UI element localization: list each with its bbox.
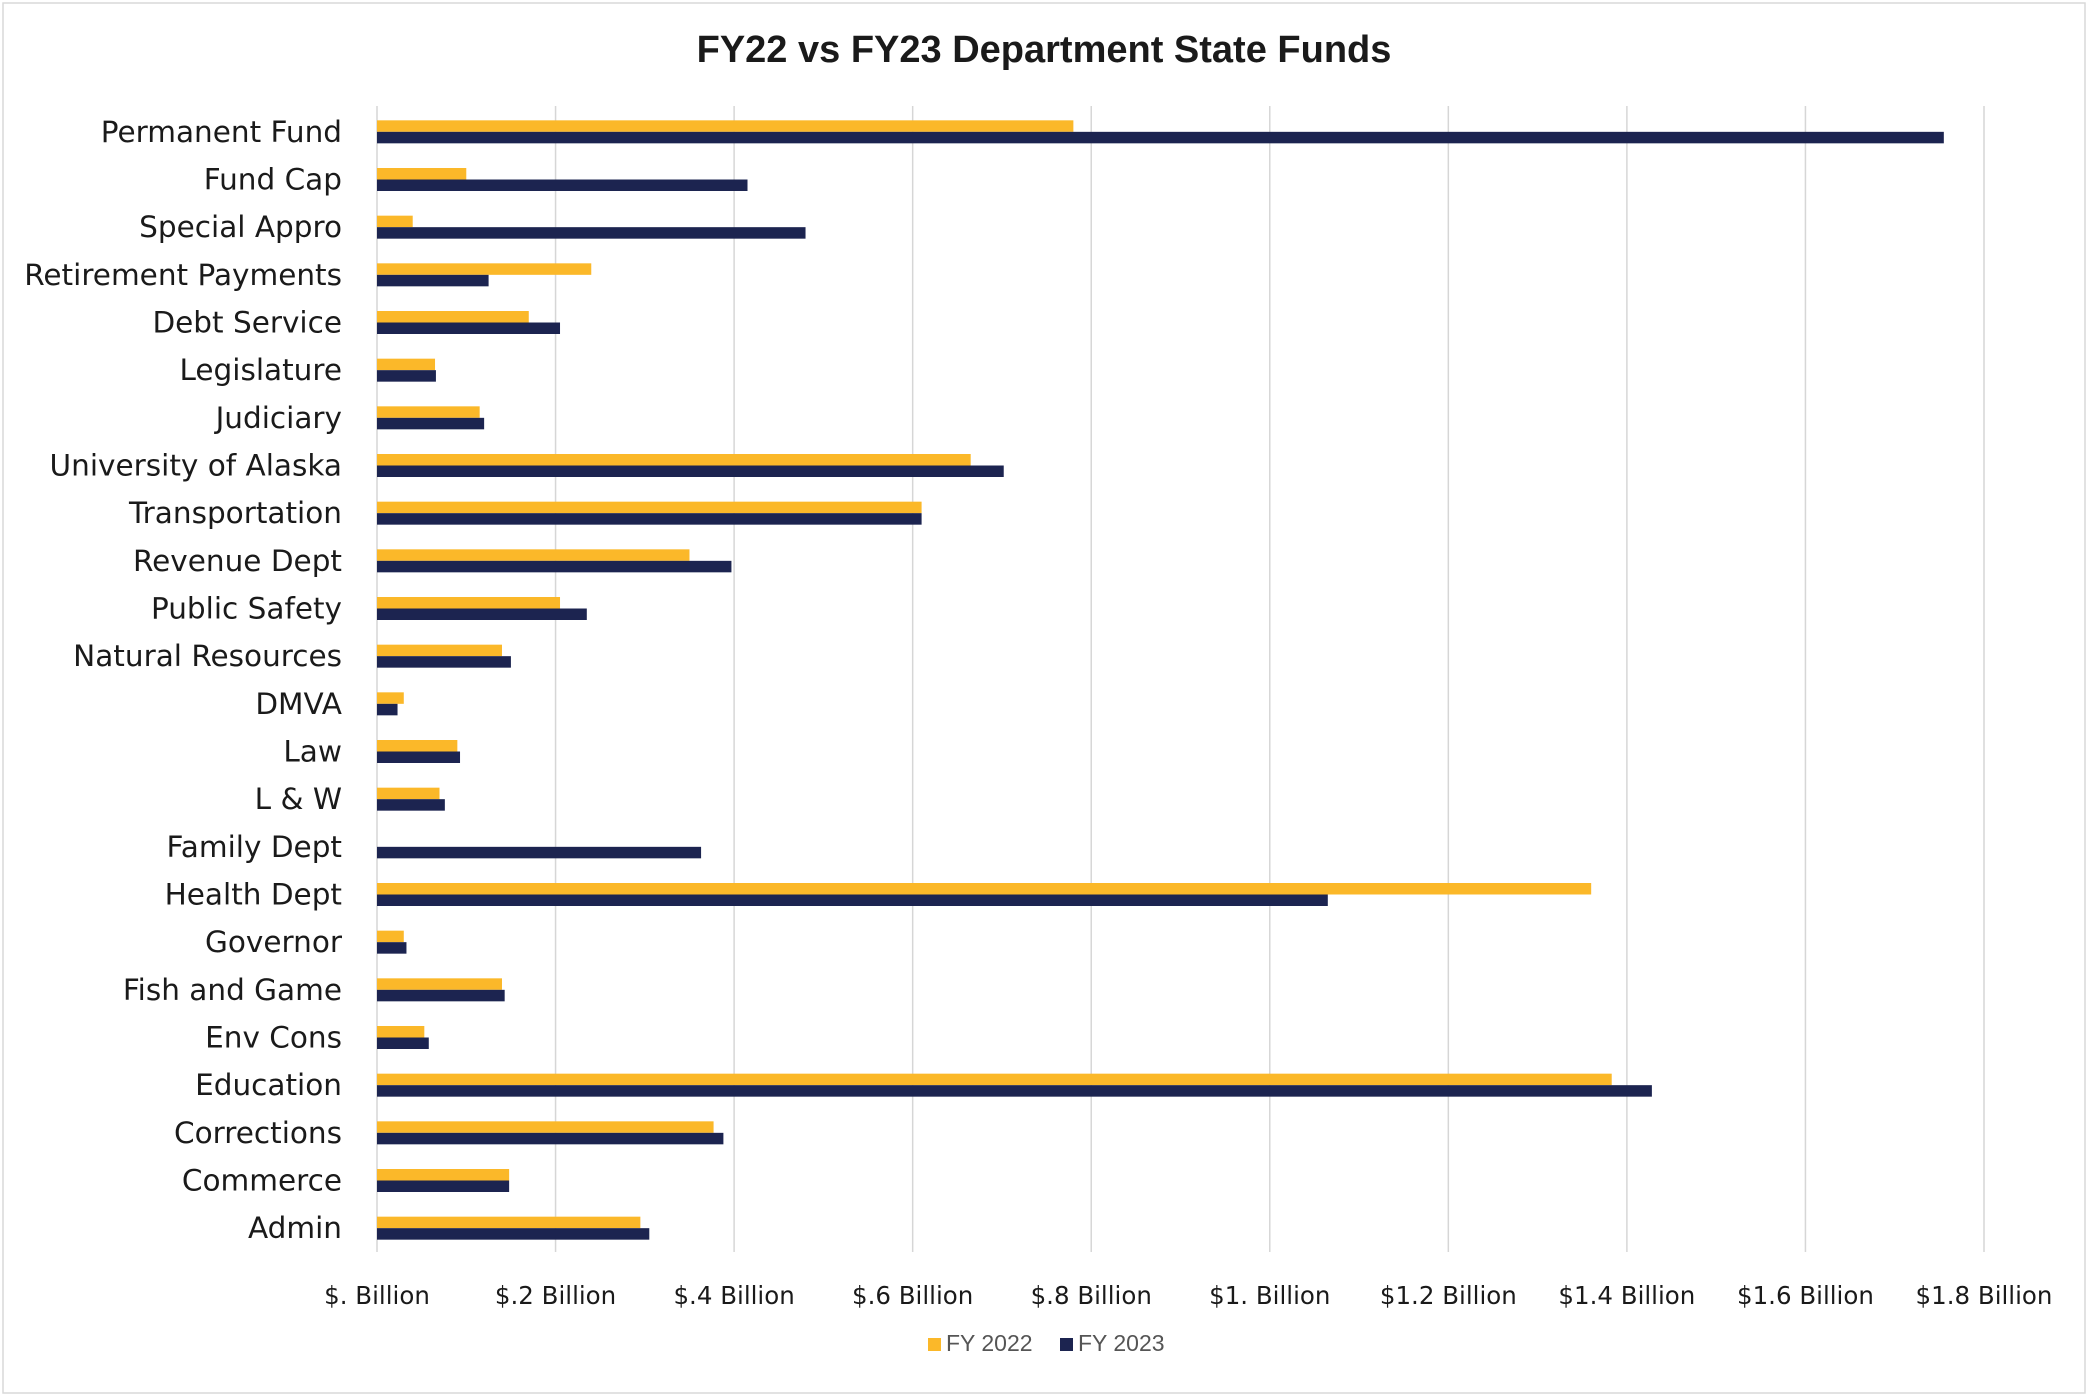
- x-tick-label: $1.4 Billion: [1558, 1281, 1695, 1310]
- bar-fy2023: [377, 799, 445, 811]
- bar-fy2023: [377, 417, 485, 430]
- bar-fy2022: [377, 549, 690, 561]
- category-label: Debt Service: [152, 306, 342, 340]
- bar-fy2023: [377, 465, 1004, 477]
- category-label: Fish and Game: [123, 973, 342, 1007]
- legend-swatch: [928, 1338, 941, 1351]
- category-label: Retirement Payments: [24, 258, 342, 292]
- x-tick-label: $1. Billion: [1209, 1281, 1330, 1310]
- category-label: Permanent Fund: [101, 115, 342, 149]
- bar-fy2023: [377, 370, 436, 382]
- category-label: Family Dept: [167, 830, 342, 864]
- bar-fy2022: [377, 120, 1074, 132]
- category-label: Natural Resources: [73, 639, 342, 673]
- bar-fy2022: [377, 168, 467, 180]
- bar-fy2022: [377, 1121, 714, 1133]
- bar-fy2022: [377, 692, 404, 704]
- bar-fy2022: [377, 501, 922, 514]
- bar-fy2022: [377, 263, 592, 275]
- category-label: University of Alaska: [50, 449, 342, 483]
- category-label: Fund Cap: [204, 163, 342, 197]
- bar-fy2023: [377, 131, 1944, 144]
- category-label: Admin: [248, 1211, 342, 1245]
- bar-fy2023: [377, 1085, 1652, 1097]
- bar-fy2022: [377, 740, 458, 752]
- x-tick-label: $1.6 Billion: [1737, 1281, 1874, 1310]
- bar-fy2023: [377, 1132, 724, 1145]
- chart-title: FY22 vs FY23 Department State Funds: [697, 29, 1392, 71]
- category-label: L & W: [255, 782, 342, 816]
- x-axis-tick-labels: $. Billion $.2 Billion $.4 Billion $.6 Bill…: [324, 1281, 2052, 1310]
- gridlines: [376, 106, 1985, 1252]
- bar-fy2022: [377, 883, 1592, 895]
- legend: FY 2022 FY 2023: [928, 1330, 1165, 1356]
- bar-fy2022: [377, 644, 502, 657]
- bar-fy2022: [377, 1026, 425, 1038]
- bar-fy2023: [377, 989, 505, 1002]
- bar-fy2022: [377, 215, 413, 228]
- category-label: Public Safety: [151, 592, 342, 626]
- bar-fy2023: [377, 513, 922, 525]
- bar-fy2023: [377, 227, 806, 239]
- bar-fy2022: [377, 311, 529, 323]
- legend-label: FY 2023: [1078, 1330, 1165, 1356]
- legend-swatch: [1060, 1338, 1073, 1351]
- bar-fy2023: [377, 322, 561, 334]
- category-label: Education: [195, 1068, 342, 1102]
- category-label: Legislature: [179, 353, 342, 387]
- category-label: Judiciary: [214, 401, 342, 435]
- category-labels: Permanent Fund Fund Cap Special Appro Retir…: [24, 115, 343, 1245]
- bar-fy2023: [377, 656, 511, 668]
- category-label: DMVA: [255, 687, 342, 721]
- bar-fy2022: [377, 358, 436, 371]
- category-label: Commerce: [182, 1164, 342, 1198]
- x-tick-label: $.8 Billion: [1031, 1281, 1152, 1310]
- bar-fy2022: [377, 454, 971, 466]
- bar-fy2023: [377, 942, 407, 954]
- bar-fy2022: [377, 978, 502, 990]
- bar-fy2022: [377, 930, 404, 943]
- x-tick-label: $1.8 Billion: [1916, 1281, 2053, 1310]
- x-tick-label: $. Billion: [324, 1281, 430, 1310]
- category-label: Revenue Dept: [133, 544, 342, 578]
- category-label: Transportation: [128, 496, 342, 530]
- category-label: Corrections: [174, 1116, 342, 1150]
- x-tick-label: $.2 Billion: [495, 1281, 616, 1310]
- category-label: Law: [283, 735, 342, 769]
- x-tick-label: $.6 Billion: [852, 1281, 973, 1310]
- bar-fy2023: [377, 560, 732, 573]
- legend-label: FY 2022: [946, 1330, 1033, 1356]
- category-label: Special Appro: [139, 210, 342, 244]
- category-label: Health Dept: [165, 878, 342, 912]
- bar-fy2023: [377, 1037, 429, 1049]
- bar-fy2022: [377, 1169, 510, 1181]
- bar-fy2022: [377, 597, 561, 609]
- bar-fy2023: [377, 846, 702, 859]
- bars: [377, 120, 1944, 1240]
- bar-fy2023: [377, 1180, 510, 1192]
- bar-fy2023: [377, 274, 489, 287]
- bar-fy2023: [377, 608, 587, 620]
- bar-fy2022: [377, 787, 440, 800]
- category-label: Env Cons: [205, 1021, 342, 1055]
- x-tick-label: $1.2 Billion: [1380, 1281, 1517, 1310]
- bar-fy2022: [377, 1073, 1612, 1086]
- bar-fy2023: [377, 703, 398, 716]
- bar-fy2022: [377, 406, 480, 418]
- bar-fy2023: [377, 751, 461, 763]
- x-tick-label: $.4 Billion: [673, 1281, 794, 1310]
- bar-fy2023: [377, 894, 1328, 906]
- bar-fy2022: [377, 1216, 641, 1229]
- bar-fy2023: [377, 1228, 650, 1240]
- category-label: Governor: [205, 925, 343, 959]
- bar-fy2023: [377, 179, 748, 191]
